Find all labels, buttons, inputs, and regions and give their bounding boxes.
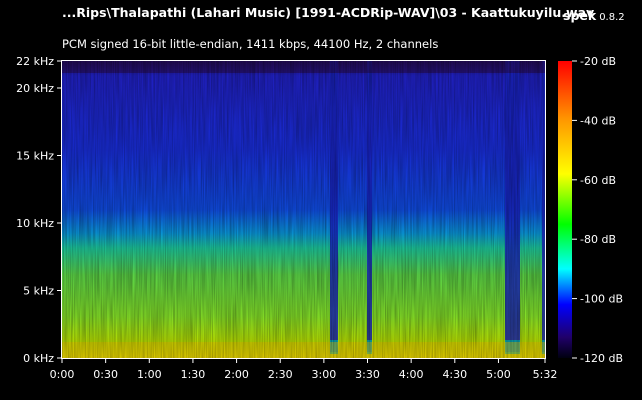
db-tick-label: -40 dB (580, 114, 616, 127)
freq-tick-label: 15 kHz (16, 150, 54, 163)
time-tick-label: 0:30 (93, 368, 118, 381)
freq-tick-label: 10 kHz (16, 217, 54, 230)
time-tick-label: 5:00 (486, 368, 511, 381)
time-axis: 0:00 0:30 1:00 1:30 2:00 2:30 3:00 3:30 4:00 4:30… (50, 358, 558, 381)
db-color-bar (558, 61, 572, 358)
spectrogram-plot (62, 61, 545, 358)
db-tick-label: -80 dB (580, 233, 616, 246)
plot-frame (61, 60, 546, 359)
db-tick-label: -100 dB (580, 293, 623, 306)
time-tick-label: 4:00 (399, 368, 424, 381)
app-name: spek (563, 8, 597, 23)
time-tick-label: 1:00 (137, 368, 162, 381)
freq-tick-label: 20 kHz (16, 82, 54, 95)
time-tick-label: 1:30 (181, 368, 206, 381)
time-tick-label: 2:30 (268, 368, 293, 381)
freq-tick-label: 5 kHz (23, 285, 54, 298)
time-tick-label: 3:30 (355, 368, 380, 381)
app-brand: spek 0.8.2 (563, 5, 625, 24)
time-tick-label: 3:00 (312, 368, 337, 381)
time-tick-label: 0:00 (50, 368, 75, 381)
db-tick-label: -120 dB (580, 352, 623, 365)
app-version: 0.8.2 (599, 12, 625, 23)
db-tick-label: -20 dB (580, 55, 616, 68)
frequency-axis: 22 kHz 20 kHz 15 kHz 10 kHz 5 kHz 0 kHz (16, 55, 62, 365)
spectrogram-texture (62, 61, 545, 358)
freq-tick-label: 22 kHz (16, 55, 54, 68)
time-tick-label: 4:30 (442, 368, 467, 381)
freq-tick-label: 0 kHz (23, 352, 54, 365)
audio-info: PCM signed 16-bit little-endian, 1411 kb… (62, 37, 439, 51)
db-scale-axis: -20 dB -40 dB -60 dB -80 dB -100 dB -120 dB (572, 55, 623, 365)
file-title: ...Rips\Thalapathi (Lahari Music) [1991-… (62, 5, 595, 20)
time-tick-label: 5:32 (533, 368, 558, 381)
time-tick-label: 2:00 (224, 368, 249, 381)
db-tick-label: -60 dB (580, 174, 616, 187)
